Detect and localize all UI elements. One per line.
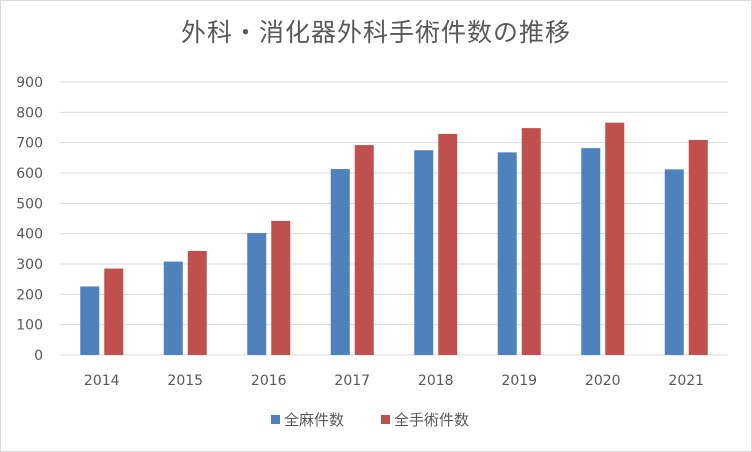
y-tick-label: 600 [16,166,43,182]
y-tick-label: 200 [16,287,43,303]
y-tick-label: 300 [16,257,43,273]
bar-anesthesia-2015 [163,261,183,355]
bar-surgery-2014 [104,268,124,355]
x-tick-label: 2018 [418,373,454,389]
bar-anesthesia-2016 [247,233,267,355]
bar-anesthesia-2020 [581,148,601,355]
y-tick-label: 900 [16,75,43,91]
y-tick-label: 700 [16,136,43,152]
bar-anesthesia-2018 [414,150,434,355]
x-tick-label: 2017 [334,373,370,389]
bar-surgery-2020 [605,122,625,355]
x-tick-label: 2019 [501,373,537,389]
chart-title: 外科・消化器外科手術件数の推移 [180,18,571,47]
bar-surgery-2016 [271,220,291,355]
legend-swatch [381,415,390,424]
bar-anesthesia-2017 [330,169,350,355]
bar-surgery-2015 [187,250,207,355]
y-tick-label: 800 [16,105,43,121]
bar-surgery-2017 [354,145,374,355]
y-tick-label: 500 [16,196,43,212]
y-tick-label: 100 [16,318,43,334]
x-tick-label: 2016 [251,373,287,389]
x-tick-label: 2014 [84,373,120,389]
legend-label: 全手術件数 [394,411,469,429]
bar-anesthesia-2014 [80,286,100,355]
bar-surgery-2019 [521,128,541,355]
bar-anesthesia-2019 [497,152,517,355]
bar-surgery-2018 [438,133,458,355]
y-tick-label: 0 [34,348,43,364]
bar-anesthesia-2021 [664,169,684,355]
y-tick-label: 400 [16,227,43,243]
x-tick-label: 2020 [585,373,621,389]
x-tick-label: 2021 [668,373,704,389]
x-tick-label: 2015 [167,373,203,389]
legend-swatch [271,415,280,424]
legend-label: 全麻件数 [284,411,344,429]
bar-surgery-2021 [688,139,708,355]
